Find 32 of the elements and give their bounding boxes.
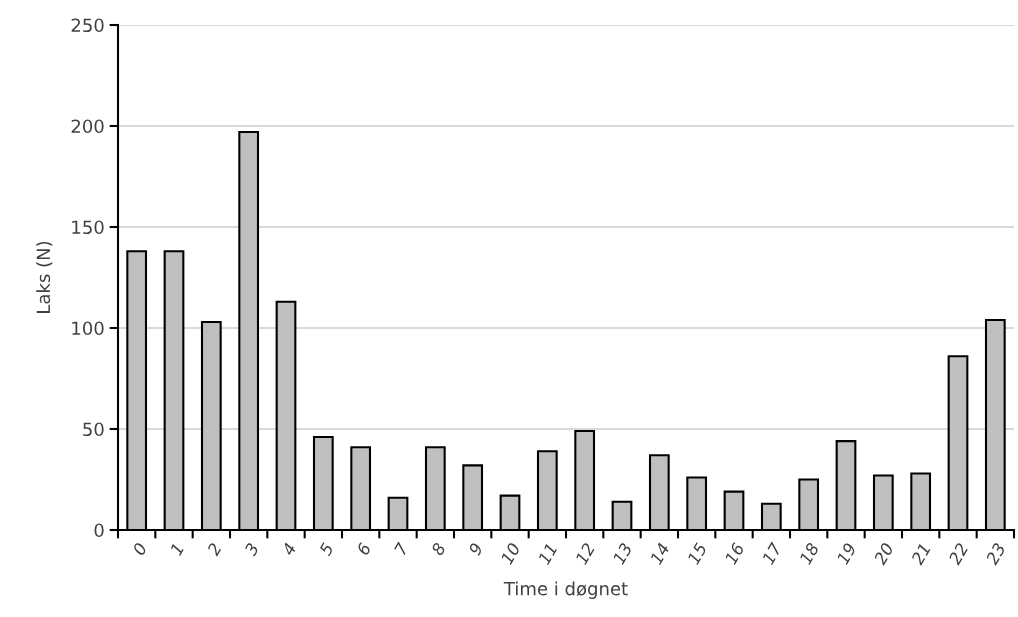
x-tick-label: 13 <box>612 542 633 566</box>
y-tick-label: 150 <box>72 220 104 235</box>
x-tick-label: 18 <box>798 541 820 566</box>
x-tick-label: 6 <box>356 541 372 556</box>
x-tick-label: 2 <box>206 542 222 557</box>
y-tick-label: 250 <box>71 18 104 33</box>
x-tick-label: 0 <box>132 541 148 557</box>
x-tick-label: 14 <box>649 542 670 566</box>
x-tick-label: 20 <box>873 541 895 566</box>
x-tick-label: 1 <box>169 543 184 556</box>
x-tick-label: 22 <box>947 542 969 566</box>
x-tick-label: 16 <box>724 541 745 566</box>
x-axis-title: Time i døgnet <box>503 581 628 599</box>
y-axis-title: Laks (N) <box>36 241 53 313</box>
y-tick-label: 0 <box>94 523 104 538</box>
x-tick-label: 8 <box>430 541 447 557</box>
x-tick-label: 11 <box>537 543 558 566</box>
y-tick-label: 200 <box>71 119 104 134</box>
x-tick-label: 7 <box>393 541 409 556</box>
x-tick-label: 23 <box>985 542 1006 566</box>
x-tick-label: 17 <box>761 541 783 566</box>
x-tick-label: 19 <box>836 542 857 566</box>
x-tick-label: 10 <box>500 541 521 566</box>
y-tick-label: 100 <box>72 321 104 336</box>
x-tick-label: 5 <box>318 542 335 557</box>
x-tick-label: 15 <box>686 542 708 566</box>
x-tick-label: 12 <box>574 542 596 566</box>
y-tick-label: 50 <box>83 422 104 437</box>
x-tick-label: 21 <box>910 543 931 566</box>
x-tick-label: 9 <box>467 542 484 557</box>
x-tick-label: 3 <box>243 542 260 557</box>
x-tick-label: 4 <box>281 542 297 557</box>
